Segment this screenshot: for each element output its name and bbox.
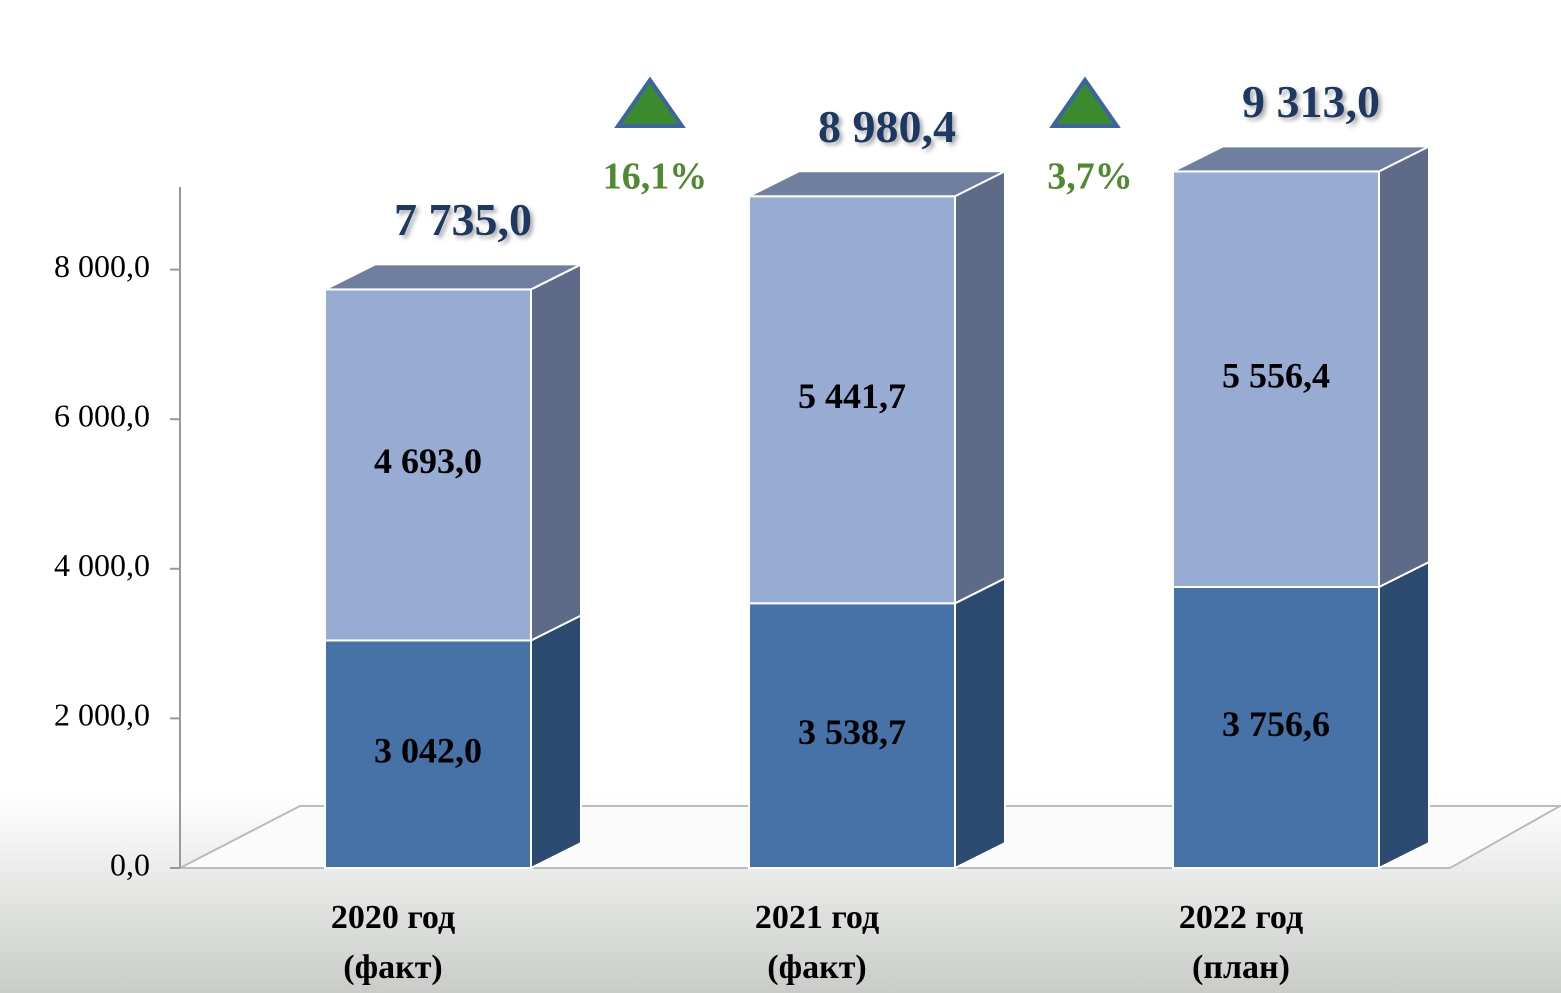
value-label: 3 538,7 xyxy=(798,712,906,752)
bar-side xyxy=(954,576,1006,870)
x-tick-label: (план) xyxy=(1192,949,1290,986)
bar xyxy=(324,288,532,642)
y-tick-label: 8 000,0 xyxy=(54,248,150,284)
y-tick-label: 6 000,0 xyxy=(54,398,150,434)
growth-label: 3,7% xyxy=(1047,156,1133,198)
growth-label: 16,1% xyxy=(603,156,708,198)
bar-side xyxy=(1378,144,1430,589)
bar xyxy=(748,195,956,605)
total-label: 8 980,4 xyxy=(818,101,956,152)
x-tick-label: (факт) xyxy=(343,949,442,986)
x-tick-label: 2020 год xyxy=(331,899,455,936)
x-tick-label: (факт) xyxy=(767,949,866,986)
bar-top xyxy=(1172,145,1430,173)
value-label: 5 441,7 xyxy=(798,376,906,416)
growth-arrow xyxy=(614,76,686,128)
x-tick-label: 2022 год xyxy=(1179,899,1303,936)
value-label: 5 556,4 xyxy=(1222,355,1330,395)
bar xyxy=(1172,586,1380,870)
bar-side xyxy=(1378,560,1430,870)
total-label: 7 735,0 xyxy=(394,194,532,245)
bar-top xyxy=(748,170,1006,198)
y-tick-label: 2 000,0 xyxy=(54,697,150,733)
value-label: 3 756,6 xyxy=(1222,704,1330,744)
x-tick-label: 2021 год xyxy=(755,899,879,936)
total-label: 9 313,0 xyxy=(1242,76,1380,127)
value-label: 4 693,0 xyxy=(374,441,482,481)
y-tick-label: 0,0 xyxy=(110,846,150,882)
bar xyxy=(1172,170,1380,589)
bar-side xyxy=(530,262,582,643)
bar-side xyxy=(954,169,1006,605)
bar-top xyxy=(324,263,582,291)
bar-side xyxy=(530,613,582,870)
bar xyxy=(324,639,532,869)
growth-arrow xyxy=(1049,76,1121,128)
bar xyxy=(748,602,956,869)
y-tick-label: 4 000,0 xyxy=(54,547,150,583)
value-label: 3 042,0 xyxy=(374,730,482,770)
